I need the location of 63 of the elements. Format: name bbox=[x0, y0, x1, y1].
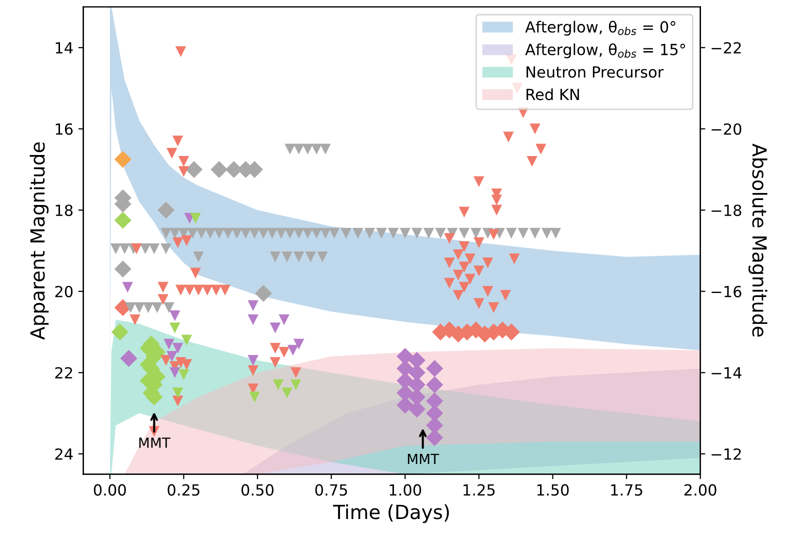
point bbox=[172, 388, 184, 398]
y-tick-label: 20 bbox=[55, 286, 73, 298]
y2-tick-label: −18 bbox=[712, 204, 742, 216]
point bbox=[248, 355, 258, 366]
point bbox=[293, 338, 304, 350]
point bbox=[114, 260, 132, 278]
point bbox=[157, 202, 174, 219]
point bbox=[111, 323, 128, 340]
point bbox=[282, 388, 292, 398]
point bbox=[169, 367, 180, 378]
x-axis-title: Time (Days) bbox=[333, 504, 449, 524]
legend-label: Neutron Precursor bbox=[526, 66, 664, 78]
y2-tick-label: −14 bbox=[712, 367, 742, 378]
x-tick-label: 1.75 bbox=[611, 484, 642, 496]
y-tick-label: 18 bbox=[56, 204, 73, 216]
y-axis-title: Apparent Magnitude bbox=[30, 142, 49, 340]
legend-label: Red KN bbox=[526, 88, 579, 100]
x-tick-label: 2.00 bbox=[684, 484, 716, 496]
y2-axis-title: Absolute Magnitude bbox=[748, 144, 768, 337]
x-tick-label: 1.00 bbox=[390, 484, 422, 496]
point bbox=[278, 314, 290, 326]
y-tick-label: 14 bbox=[56, 42, 73, 54]
y-tick-label: 24 bbox=[55, 448, 73, 460]
point bbox=[426, 360, 444, 378]
y-tick-label: 22 bbox=[55, 367, 72, 378]
y2-tick-label: −22 bbox=[712, 42, 741, 54]
point bbox=[164, 338, 174, 350]
point bbox=[169, 322, 180, 334]
point bbox=[166, 350, 178, 362]
y2-tick-label: −12 bbox=[712, 448, 741, 460]
point bbox=[288, 344, 298, 356]
x-tick-label: 0.50 bbox=[241, 484, 274, 496]
point bbox=[114, 212, 132, 229]
point bbox=[169, 310, 180, 322]
x-tick-label: 1.25 bbox=[464, 484, 495, 496]
point bbox=[248, 300, 258, 311]
legend-label: Afterglow, θ$_{obs}$ = 0° bbox=[525, 20, 676, 36]
point bbox=[272, 379, 284, 390]
legend-label: Afterglow, θ$_{obs}$ = 15° bbox=[525, 43, 686, 58]
point bbox=[120, 350, 138, 367]
point bbox=[181, 334, 192, 346]
point bbox=[186, 160, 203, 178]
x-tick-label: 1.50 bbox=[537, 484, 569, 496]
point bbox=[426, 376, 444, 394]
point bbox=[178, 369, 190, 380]
x-tick-label: 0.25 bbox=[168, 484, 200, 496]
point bbox=[248, 314, 258, 326]
point bbox=[210, 160, 228, 178]
point bbox=[290, 379, 302, 390]
point bbox=[114, 150, 132, 168]
point bbox=[190, 212, 201, 224]
y2-tick-label: −20 bbox=[712, 123, 742, 135]
annotation: MMT bbox=[408, 454, 440, 464]
point bbox=[249, 392, 260, 402]
x-tick-label: 0.75 bbox=[315, 484, 347, 496]
point bbox=[254, 284, 272, 302]
point bbox=[270, 322, 281, 334]
y2-tick-label: −16 bbox=[712, 286, 742, 298]
y-tick-label: 16 bbox=[56, 123, 73, 135]
point bbox=[122, 282, 133, 293]
annotation: MMT bbox=[139, 438, 170, 448]
point bbox=[172, 342, 184, 354]
x-tick-label: 0.00 bbox=[94, 484, 126, 496]
